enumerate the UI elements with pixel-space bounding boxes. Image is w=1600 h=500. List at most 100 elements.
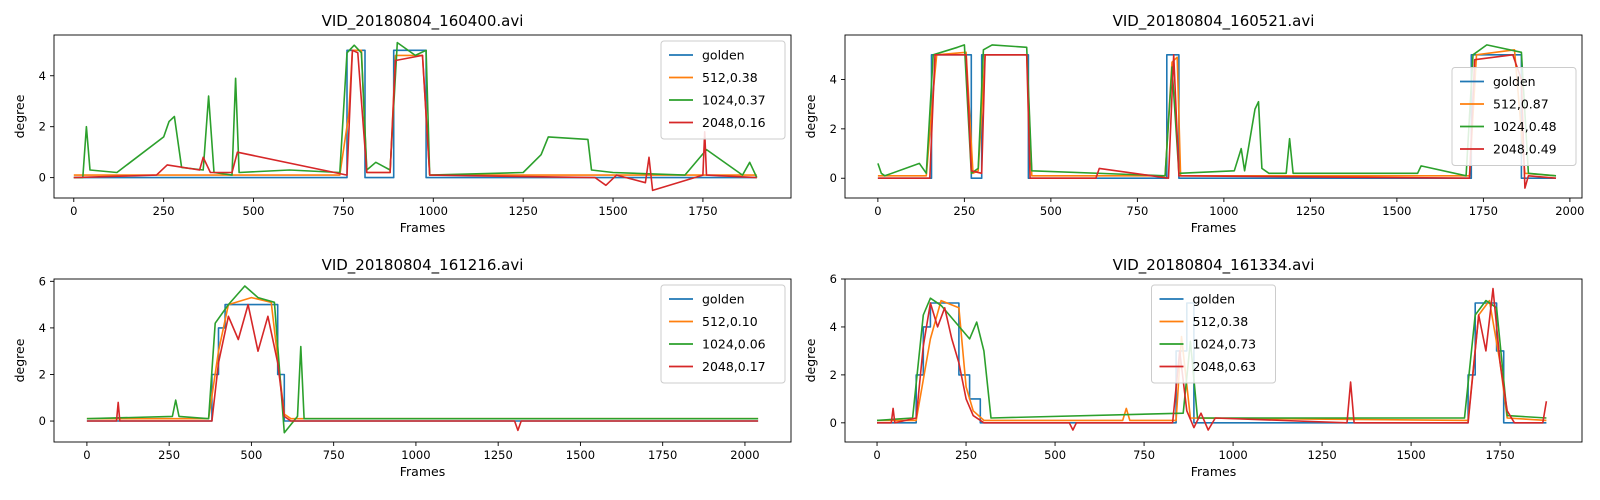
x-tick-label: 750 — [1133, 448, 1155, 462]
y-tick-label: 0 — [830, 171, 837, 185]
series-line-3 — [877, 44, 1557, 177]
y-tick-label: 4 — [39, 69, 46, 83]
plot-area — [876, 287, 1548, 431]
legend-entry: 1024,0.73 — [1193, 337, 1257, 352]
axes-frame — [844, 34, 1583, 199]
legend-entry: 512,0.10 — [702, 314, 758, 329]
legend: golden 512,0.38 1024,0.37 2048,0.16 — [660, 40, 786, 140]
y-axis-label: degree — [803, 338, 818, 382]
x-tick-label: 1750 — [1485, 448, 1514, 462]
series-line-4 — [73, 49, 757, 192]
series-line-4 — [877, 287, 1548, 431]
legend-box — [660, 284, 786, 384]
x-tick-label: 500 — [1040, 204, 1062, 218]
axes-frame — [53, 278, 792, 443]
legend-entry: 512,0.87 — [1493, 97, 1549, 112]
x-tick-label: 1500 — [1382, 204, 1411, 218]
x-axis-label: Frames — [400, 464, 445, 479]
legend: golden 512,0.10 1024,0.06 2048,0.17 — [660, 284, 786, 384]
y-tick-label: 6 — [830, 272, 837, 286]
series-line-3 — [876, 297, 1547, 422]
x-axis-label: Frames — [400, 220, 445, 235]
x-tick-label: 250 — [953, 204, 975, 218]
x-tick-label: 500 — [243, 204, 265, 218]
x-tick-label: 1000 — [1218, 448, 1247, 462]
series-line-2 — [73, 49, 757, 176]
legend: golden 512,0.87 1024,0.48 2048,0.49 — [1451, 67, 1577, 166]
x-tick-label: 750 — [323, 448, 345, 462]
x-tick-label: 0 — [873, 448, 880, 462]
x-tick-label: 1250 — [484, 448, 513, 462]
subplot-4: 0 250 500 750 1000 1250 1500 1750 0 2 4 6 VID_201808… — [803, 256, 1583, 479]
x-tick-label: 1250 — [1296, 204, 1325, 218]
y-tick-label: 4 — [830, 72, 837, 86]
legend-entry: 512,0.38 — [1193, 314, 1249, 329]
x-tick-label: 1000 — [401, 448, 430, 462]
y-tick-label: 4 — [830, 320, 837, 334]
x-tick-label: 1500 — [566, 448, 595, 462]
chart-title: VID_20180804_161216.avi — [322, 256, 524, 275]
x-tick-label: 2000 — [1555, 204, 1584, 218]
plot-area — [86, 285, 759, 434]
x-tick-label: 1750 — [688, 204, 717, 218]
x-tick-label: 500 — [240, 448, 262, 462]
x-tick-label: 250 — [158, 448, 180, 462]
legend-entry: 2048,0.16 — [702, 115, 766, 130]
y-tick-label: 0 — [830, 416, 837, 430]
series-line-3 — [73, 41, 758, 179]
chart-title: VID_20180804_161334.avi — [1113, 256, 1315, 275]
legend-box — [1451, 67, 1577, 166]
chart-title: VID_20180804_160400.avi — [322, 12, 524, 31]
series-line-2 — [86, 296, 759, 420]
legend-entry: 512,0.38 — [702, 70, 758, 85]
x-tick-label: 1500 — [1396, 448, 1425, 462]
x-tick-label: 2000 — [730, 448, 759, 462]
y-axis-label: degree — [12, 338, 27, 382]
x-tick-label: 1000 — [419, 204, 448, 218]
x-tick-label: 1250 — [509, 204, 538, 218]
x-tick-label: 0 — [874, 204, 881, 218]
x-tick-label: 1250 — [1307, 448, 1336, 462]
series-line-1 — [73, 49, 757, 179]
legend-entry: golden — [702, 292, 745, 307]
x-tick-label: 500 — [1044, 448, 1066, 462]
y-tick-label: 0 — [39, 171, 46, 185]
x-axis-label: Frames — [1191, 220, 1236, 235]
y-tick-label: 2 — [830, 122, 837, 136]
legend-entry: 2048,0.49 — [1493, 142, 1557, 157]
legend-entry: 2048,0.17 — [702, 359, 766, 374]
y-axis-label: degree — [12, 94, 27, 138]
x-tick-label: 0 — [83, 448, 90, 462]
axes-frame — [844, 278, 1583, 443]
x-tick-label: 1750 — [1469, 204, 1498, 218]
series-line-1 — [86, 303, 759, 422]
plot-area — [73, 41, 758, 192]
x-tick-label: 1750 — [648, 448, 677, 462]
y-tick-label: 4 — [39, 321, 46, 335]
legend-box — [1151, 284, 1276, 384]
axes-frame — [53, 34, 792, 199]
y-tick-label: 2 — [39, 367, 46, 381]
legend-entry: 1024,0.48 — [1493, 119, 1557, 134]
legend-entry: golden — [1493, 74, 1536, 89]
series-line-3 — [86, 285, 759, 434]
subplot-3: 0 250 500 750 1000 1250 1500 1750 2000 0 2 4 6 VID_20… — [12, 256, 792, 479]
y-tick-label: 2 — [39, 120, 46, 134]
legend-entry: 2048,0.63 — [1193, 359, 1257, 374]
subplot-2: 0 250 500 750 1000 1250 1500 1750 2000 0 2 4 VID_201… — [803, 12, 1585, 235]
legend: golden 512,0.38 1024,0.73 2048,0.63 — [1151, 284, 1276, 384]
x-tick-label: 250 — [955, 448, 977, 462]
x-axis-label: Frames — [1191, 464, 1236, 479]
y-axis-label: degree — [803, 94, 818, 138]
legend-box — [660, 40, 786, 140]
x-tick-label: 1000 — [1209, 204, 1238, 218]
legend-entry: golden — [1193, 292, 1236, 307]
x-tick-label: 750 — [1126, 204, 1148, 218]
x-tick-label: 0 — [70, 204, 77, 218]
legend-entry: golden — [702, 48, 745, 63]
subplot-1: 0 250 500 750 1000 1250 1500 1750 0 2 4 VID_2018080… — [12, 12, 792, 235]
x-tick-label: 250 — [153, 204, 175, 218]
legend-entry: 1024,0.06 — [702, 337, 766, 352]
y-tick-label: 2 — [830, 368, 837, 382]
series-line-4 — [86, 303, 759, 432]
